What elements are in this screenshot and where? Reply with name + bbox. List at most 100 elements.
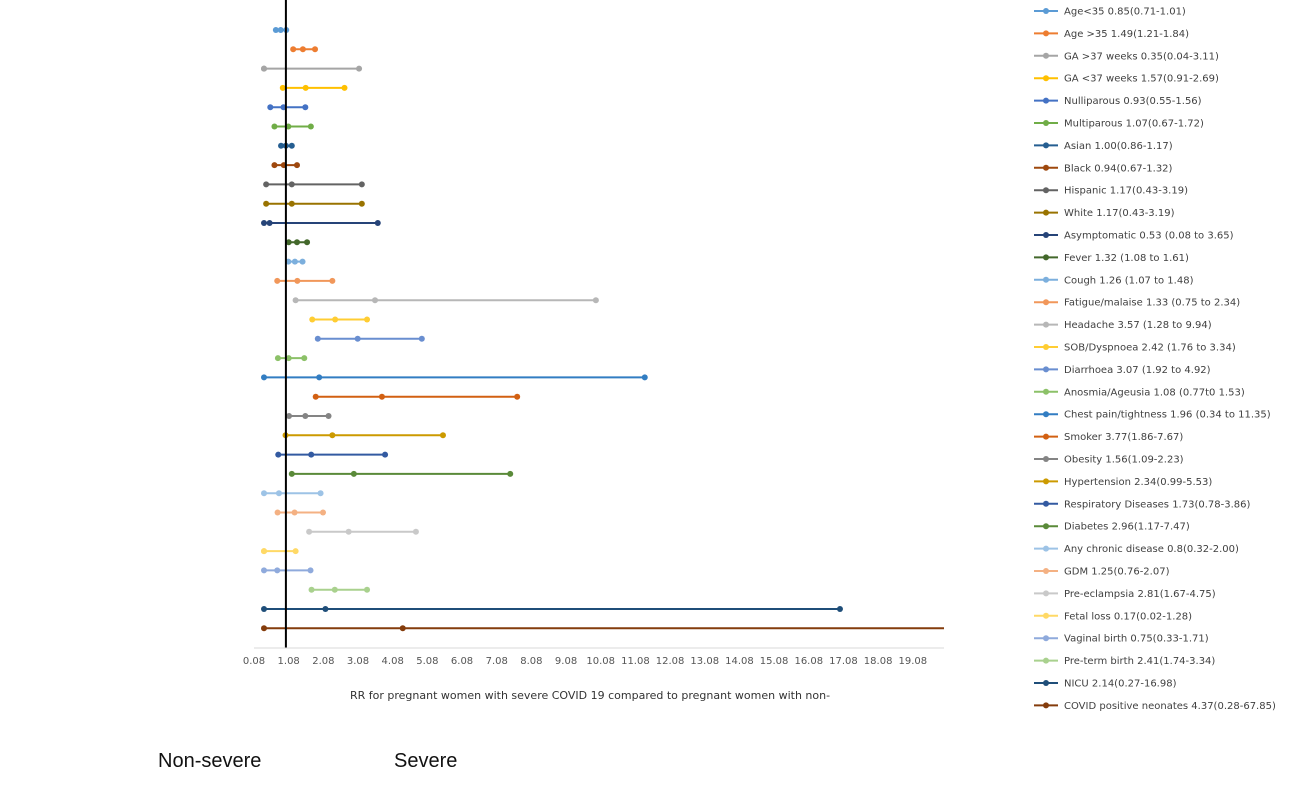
x-tick-label: 1.08 <box>278 656 300 667</box>
legend-label: Hypertension 2.34(0.99-5.53) <box>1064 477 1212 488</box>
x-tick-label: 16.08 <box>794 656 823 667</box>
legend-marker <box>1043 254 1049 261</box>
rr-point <box>261 65 267 72</box>
legend-marker <box>1043 500 1049 507</box>
legend-marker <box>1043 276 1049 283</box>
ci-high-point <box>341 84 348 91</box>
legend-item: GA <37 weeks 1.57(0.91-2.69) <box>1034 74 1219 85</box>
ci-low-point <box>285 239 292 246</box>
ci-low-point <box>279 84 286 91</box>
legend-item: Any chronic disease 0.8(0.32-2.00) <box>1034 544 1239 555</box>
legend-item: Chest pain/tightness 1.96 (0.34 to 11.35… <box>1034 410 1271 421</box>
forest-row <box>261 65 363 72</box>
ci-high-point <box>382 451 389 458</box>
legend-item: Fever 1.32 (1.08 to 1.61) <box>1034 253 1189 264</box>
legend: Age<35 0.85(0.71-1.01) Age >35 1.49(1.21-… <box>1034 7 1276 712</box>
ci-low-point <box>261 374 267 381</box>
legend-label: Respiratory Diseases 1.73(0.78-3.86) <box>1064 499 1251 510</box>
ci-low-point <box>278 142 285 149</box>
forest-row <box>274 509 326 516</box>
ci-high-point <box>356 65 363 72</box>
legend-item: Age<35 0.85(0.71-1.01) <box>1034 7 1186 18</box>
x-tick-label: 19.08 <box>898 656 927 667</box>
rr-point <box>285 355 292 362</box>
legend-label: NICU 2.14(0.27-16.98) <box>1064 679 1177 690</box>
ci-low-point <box>261 490 267 497</box>
rr-point <box>332 316 339 323</box>
legend-label: Pre-eclampsia 2.81(1.67-4.75) <box>1064 589 1216 600</box>
legend-label: Obesity 1.56(1.09-2.23) <box>1064 455 1184 466</box>
forest-row <box>290 46 319 53</box>
ci-low-point <box>292 297 299 304</box>
rr-point <box>316 374 323 381</box>
forest-row <box>275 451 389 458</box>
legend-item: Pre-term birth 2.41(1.74-3.34) <box>1034 656 1215 667</box>
rr-point <box>331 586 338 593</box>
legend-label: Pre-term birth 2.41(1.74-3.34) <box>1064 656 1215 667</box>
x-tick-label: 3.08 <box>347 656 369 667</box>
x-tick-label: 12.08 <box>656 656 685 667</box>
ci-high-point <box>302 104 309 111</box>
forest-row <box>285 258 306 265</box>
forest-row <box>274 277 336 284</box>
legend-label: Chest pain/tightness 1.96 (0.34 to 11.35… <box>1064 410 1271 421</box>
legend-label: Black 0.94(0.67-1.32) <box>1064 163 1173 174</box>
rr-point <box>288 200 295 207</box>
ci-high-point <box>292 548 299 555</box>
ci-high-point <box>307 567 314 574</box>
ci-low-point <box>263 181 270 188</box>
x-tick-label: 7.08 <box>486 656 508 667</box>
rr-point <box>261 548 267 555</box>
ci-low-point <box>308 586 315 593</box>
legend-marker <box>1043 635 1049 642</box>
legend-item: Cough 1.26 (1.07 to 1.48) <box>1034 275 1194 286</box>
non-severe-label: Non-severe <box>158 750 262 772</box>
ci-high-point <box>439 432 446 439</box>
legend-item: Asian 1.00(0.86-1.17) <box>1034 141 1173 152</box>
legend-item: Fetal loss 0.17(0.02-1.28) <box>1034 611 1192 622</box>
forest-row <box>261 490 324 497</box>
legend-marker <box>1043 75 1049 82</box>
legend-item: Fatigue/malaise 1.33 (0.75 to 2.34) <box>1034 298 1240 309</box>
legend-label: Fatigue/malaise 1.33 (0.75 to 2.34) <box>1064 298 1240 309</box>
ci-low-point <box>274 355 281 362</box>
x-tick-label: 9.08 <box>555 656 577 667</box>
ci-low-point <box>272 27 279 33</box>
rr-point <box>322 606 329 612</box>
legend-marker <box>1043 612 1049 619</box>
ci-high-point <box>325 413 332 419</box>
forest-row <box>312 393 521 400</box>
legend-marker <box>1043 388 1049 395</box>
legend-item: Vaginal birth 0.75(0.33-1.71) <box>1034 634 1209 645</box>
legend-marker <box>1043 680 1049 686</box>
forest-row <box>261 625 944 632</box>
ci-low-point <box>263 200 270 207</box>
x-tick-label: 0.08 <box>243 656 265 667</box>
legend-label: Smoker 3.77(1.86-7.67) <box>1064 432 1183 443</box>
legend-marker <box>1043 120 1049 126</box>
rr-point <box>354 335 361 342</box>
legend-label: SOB/Dyspnoea 2.42 (1.76 to 3.34) <box>1064 343 1236 354</box>
legend-item: COVID positive neonates 4.37(0.28-67.85) <box>1034 701 1276 712</box>
ci-low-point <box>312 393 319 400</box>
legend-label: GA >37 weeks 0.35(0.04-3.11) <box>1064 51 1219 62</box>
forest-row <box>261 220 381 226</box>
legend-label: Any chronic disease 0.8(0.32-2.00) <box>1064 544 1239 555</box>
legend-item: Nulliparous 0.93(0.55-1.56) <box>1034 96 1202 107</box>
ci-high-point <box>412 528 419 535</box>
rr-point <box>372 297 379 304</box>
ci-high-point <box>317 490 324 497</box>
ci-low-point <box>290 46 297 53</box>
rr-point <box>299 46 306 53</box>
legend-item: Smoker 3.77(1.86-7.67) <box>1034 432 1183 443</box>
rr-point <box>266 220 273 226</box>
legend-item: SOB/Dyspnoea 2.42 (1.76 to 3.34) <box>1034 343 1236 354</box>
legend-marker <box>1043 8 1049 14</box>
legend-marker <box>1043 299 1049 306</box>
legend-item: Anosmia/Ageusia 1.08 (0.77t0 1.53) <box>1034 387 1245 398</box>
ci-high-point <box>364 586 371 593</box>
legend-item: Hispanic 1.17(0.43-3.19) <box>1034 186 1188 197</box>
rr-point <box>291 509 298 516</box>
severe-label: Severe <box>394 750 458 772</box>
ci-low-point <box>274 277 281 284</box>
